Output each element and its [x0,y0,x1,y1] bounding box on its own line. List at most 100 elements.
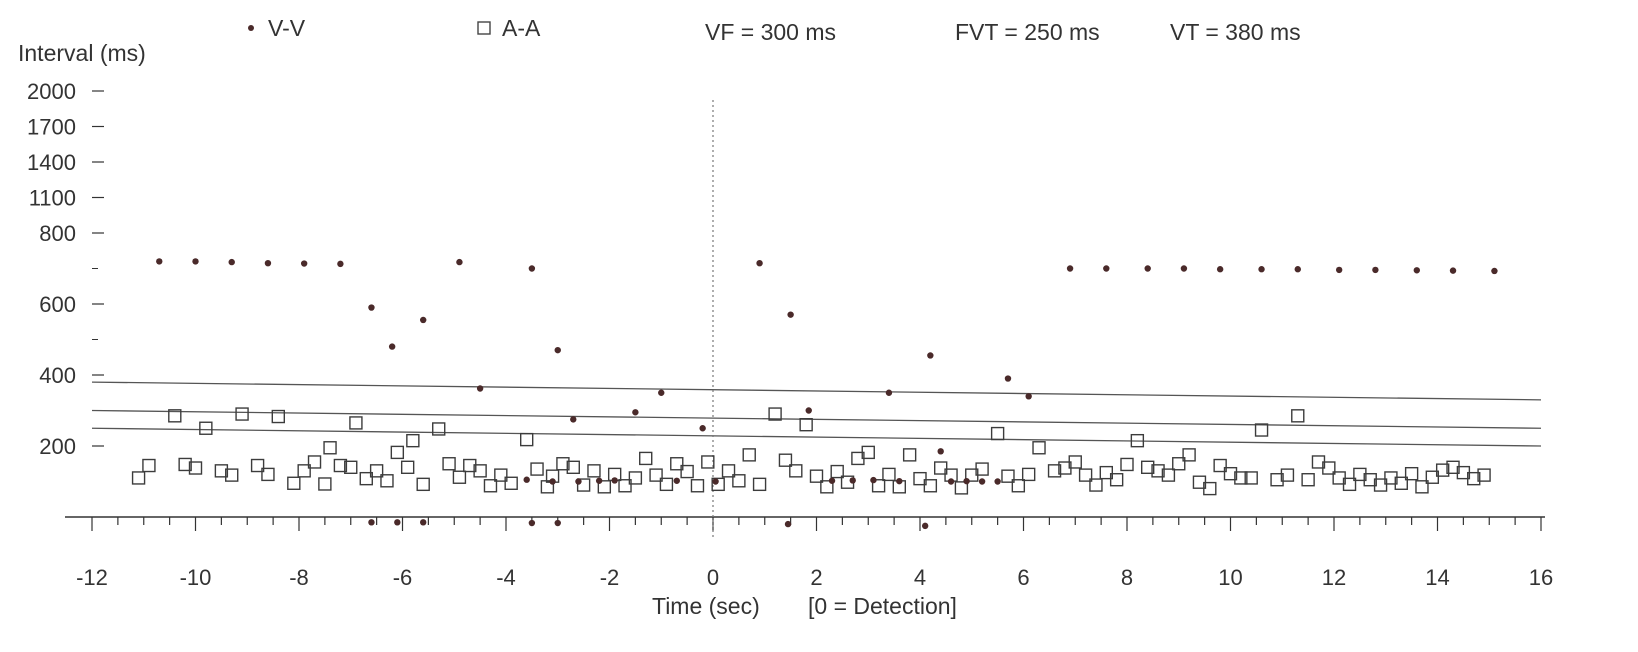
aa-point [670,457,684,471]
aa-point [1435,463,1450,477]
vv-point [1066,265,1074,272]
y-tick-label: 1100 [29,186,76,211]
vv-point [673,477,680,484]
vv-point [156,258,163,265]
x-tick-label: -2 [600,565,620,590]
aa-point [1161,468,1176,482]
vv-point [300,260,308,267]
threshold-line-vf [91,409,1542,429]
aa-point [380,474,394,488]
aa-point [1151,464,1165,478]
aa-point [990,426,1005,441]
x-axis-title: Time (sec) [652,593,760,619]
annotation-vt: VT = 380 ms [1170,19,1301,45]
vv-point [787,311,794,318]
aa-point [1404,466,1419,481]
vv-point [828,477,836,484]
vv-point [712,478,719,485]
aa-point [1032,441,1046,455]
aa-point [778,453,793,467]
aa-point [1213,458,1227,473]
aa-point [1089,478,1103,492]
aa-point [1068,455,1082,469]
vv-point [1491,267,1498,275]
aa-point [271,409,285,424]
aa-point [483,479,498,493]
aa-point [390,445,405,460]
aa-point [1099,465,1114,480]
vv-point [1216,266,1224,273]
aa-point [199,421,213,435]
aa-point [1342,477,1357,492]
vv-point [476,385,484,392]
aa-point [400,460,415,474]
vv-point [570,416,577,423]
vv-point [420,316,427,324]
vv-point [784,520,792,528]
vv-point [456,258,463,266]
series-aa [131,407,1491,496]
vv-point [611,477,618,484]
vv-point [937,448,944,455]
vv-point [1004,375,1012,382]
aa-point [318,477,332,491]
aa-point [214,464,229,478]
vv-point [192,258,199,265]
y-axis-title: Interval (ms) [18,40,146,66]
x-tick-label: 8 [1121,565,1133,590]
aa-point [1140,460,1155,474]
aa-point [1109,473,1124,487]
vv-point [264,259,272,267]
legend: V-V A-A [248,15,541,41]
aa-point [131,471,146,485]
vv-point [885,389,893,396]
aa-point [323,441,337,455]
aa-point [1234,471,1248,485]
aa-point [359,471,373,486]
aa-point [711,477,725,492]
aa-point [473,464,487,478]
aa-point [701,455,715,469]
aa-point [1182,448,1196,462]
vv-point [699,425,706,432]
annotation-fvt: FVT = 250 ms [955,19,1100,45]
aa-point [680,464,694,479]
aa-point [1244,471,1258,485]
aa-point [768,407,782,421]
x-tick-label: -12 [76,565,108,590]
x-tick-label: -10 [180,565,212,590]
aa-point [913,471,927,486]
aa-point [597,480,612,494]
aa-point [820,480,834,494]
aa-point [442,457,456,471]
x-tick-label: 14 [1425,565,1449,590]
aa-point [789,464,803,478]
x-tick-label: -4 [496,565,516,590]
y-tick-label: 600 [39,292,76,317]
aa-point [520,432,534,447]
vv-point [658,389,665,396]
x-tick-labels: -12 -10 -8 -6 -4 -2 0 2 4 6 8 10 12 14 16 [76,565,1553,590]
aa-point [1078,468,1093,482]
y-tick-label: 800 [39,221,76,246]
vv-point [595,477,603,484]
vv-point [368,304,375,311]
vv-point [368,519,375,526]
x-tick-label: 6 [1017,565,1029,590]
vv-point [1180,265,1188,272]
legend-square-icon [477,21,491,35]
aa-point [752,477,767,492]
aa-point [261,467,275,482]
aa-point [923,479,938,493]
aa-point [566,460,580,474]
aa-point [1047,464,1062,478]
aa-point [1011,479,1026,493]
vv-point [927,352,934,359]
aa-point [494,468,508,482]
vv-point [394,519,401,526]
vv-point [528,519,536,527]
aa-point [1254,423,1269,437]
x-tick-label: -6 [393,565,413,590]
x-tick-label: 16 [1529,565,1553,590]
aa-point [225,468,239,482]
